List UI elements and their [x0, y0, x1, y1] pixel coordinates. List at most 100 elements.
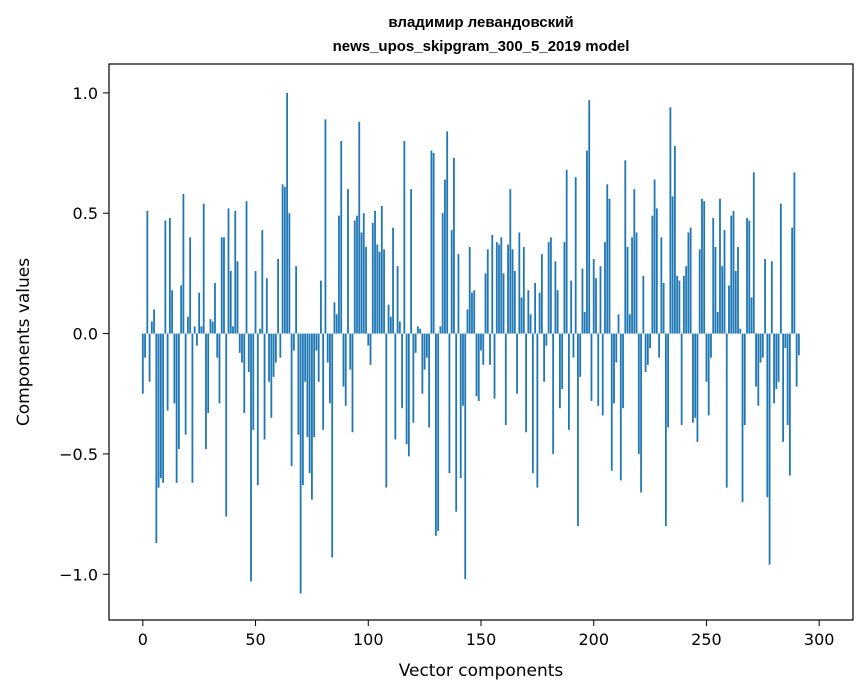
bar — [743, 333, 746, 426]
bar — [367, 333, 370, 346]
bar — [144, 333, 146, 358]
bar — [547, 242, 550, 334]
bar — [155, 333, 158, 543]
bar — [175, 333, 178, 483]
bar — [329, 333, 331, 404]
bar — [613, 333, 615, 404]
bar — [281, 184, 284, 334]
bar — [734, 271, 737, 334]
bar — [588, 100, 591, 334]
bar — [317, 333, 320, 382]
bar — [664, 333, 667, 527]
bar — [301, 333, 304, 486]
bar — [507, 244, 509, 334]
bar — [333, 302, 336, 334]
bar — [619, 333, 622, 481]
bar — [649, 333, 651, 349]
bar — [475, 333, 478, 397]
bar — [385, 333, 388, 488]
bar-series — [141, 92, 800, 594]
bar — [660, 237, 663, 334]
bar — [599, 266, 602, 334]
bar — [245, 201, 248, 334]
bar — [157, 333, 160, 488]
bar — [435, 333, 437, 536]
bar — [500, 237, 503, 334]
bar — [360, 232, 363, 334]
bar — [570, 280, 573, 334]
bar — [737, 246, 739, 334]
bar — [750, 297, 753, 334]
y-tick-label: 1.0 — [73, 84, 98, 103]
bar — [764, 258, 766, 334]
bar — [150, 321, 153, 334]
bar — [646, 333, 649, 365]
x-axis-label: Vector components — [399, 661, 564, 681]
bar — [236, 261, 239, 334]
bar — [389, 316, 392, 334]
bar — [189, 237, 192, 334]
bar — [453, 157, 455, 334]
bar — [274, 333, 277, 363]
bar — [626, 246, 629, 334]
bar — [655, 208, 658, 334]
bar — [450, 230, 453, 334]
bar — [552, 333, 555, 454]
bar — [162, 333, 165, 483]
bar — [757, 333, 760, 406]
bar — [265, 278, 268, 334]
x-tick-label: 200 — [578, 630, 609, 649]
bar — [714, 246, 717, 334]
bar — [223, 237, 225, 334]
bar — [610, 333, 613, 471]
bar — [220, 237, 223, 334]
bar — [583, 311, 586, 334]
bar — [527, 290, 530, 334]
bar — [667, 333, 670, 428]
y-tick-label: 0.5 — [73, 204, 98, 223]
bar — [536, 333, 539, 488]
bar — [166, 333, 169, 411]
bar — [394, 333, 397, 440]
bar — [773, 333, 775, 404]
bar — [707, 333, 710, 416]
bar — [761, 333, 764, 358]
bar — [644, 333, 647, 373]
bar — [518, 232, 521, 334]
bar — [457, 254, 460, 334]
bar — [392, 227, 394, 334]
bar — [407, 333, 410, 457]
bar — [299, 333, 302, 594]
bar — [378, 251, 381, 334]
bar — [676, 275, 679, 334]
bar — [216, 333, 219, 358]
bar — [306, 333, 309, 438]
bar — [335, 314, 338, 334]
bar — [687, 232, 690, 334]
bar — [534, 283, 537, 334]
bar — [529, 314, 532, 334]
bar — [311, 333, 313, 500]
x-axis: 0 50 100 150 200 250 300 — [138, 620, 834, 649]
bar — [322, 333, 325, 430]
bar — [777, 333, 780, 382]
bar — [755, 333, 757, 387]
bar — [788, 333, 791, 476]
bar — [254, 271, 257, 334]
bar — [637, 333, 640, 454]
bar — [509, 189, 512, 334]
bar — [748, 220, 751, 334]
chart-subtitle: news_upos_skipgram_300_5_2019 model — [333, 38, 630, 55]
bar — [168, 218, 171, 334]
bar — [286, 92, 289, 334]
bar — [428, 333, 431, 428]
bar — [604, 242, 606, 334]
bar — [689, 227, 692, 334]
bar — [421, 333, 424, 394]
bar — [396, 266, 399, 334]
bar — [791, 227, 794, 334]
bar — [277, 258, 279, 334]
bar — [218, 333, 221, 404]
bar — [574, 177, 577, 334]
bar — [513, 271, 516, 334]
